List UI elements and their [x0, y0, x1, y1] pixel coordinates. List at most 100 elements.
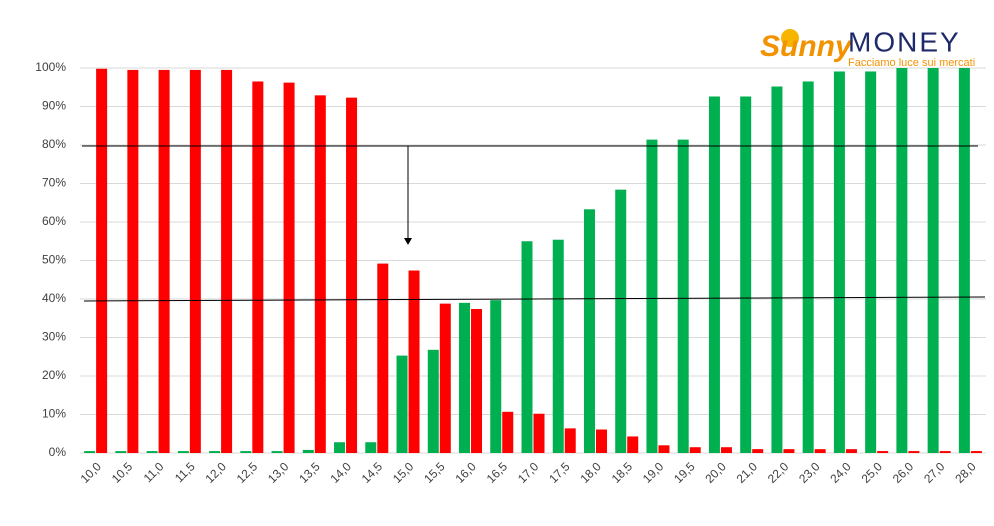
- y-tick-label: 50%: [42, 253, 66, 267]
- bar: [177, 451, 189, 453]
- logo-tagline: Facciamo luce sui mercati: [848, 57, 975, 69]
- bar: [427, 349, 439, 453]
- x-tick-label: 17,5: [546, 459, 573, 486]
- bar: [283, 82, 295, 453]
- bar: [708, 96, 720, 454]
- x-tick-label: 11,5: [172, 459, 198, 485]
- bar: [896, 68, 908, 453]
- bar: [459, 302, 471, 453]
- x-tick-label: 13,0: [265, 459, 292, 486]
- bar: [689, 447, 701, 453]
- x-tick-label: 12,5: [234, 459, 261, 486]
- bar: [970, 451, 982, 453]
- bar: [646, 139, 658, 454]
- y-tick-label: 100%: [35, 60, 66, 74]
- x-tick-label: 15,5: [421, 459, 448, 486]
- logo-name: MONEY: [848, 26, 961, 57]
- logo: Sunny MONEY Facciamo luce sui mercati: [760, 26, 975, 69]
- y-tick-label: 90%: [42, 99, 66, 113]
- bar: [221, 69, 233, 454]
- bar: [627, 436, 639, 453]
- bar: [583, 209, 595, 453]
- y-tick-label: 60%: [42, 214, 66, 228]
- bar: [783, 449, 795, 453]
- x-tick-label: 20,0: [702, 459, 729, 486]
- x-tick-label: 21,0: [734, 459, 761, 486]
- bar: [346, 97, 358, 454]
- bar: [521, 241, 533, 453]
- bar: [314, 95, 326, 454]
- bar: [740, 96, 752, 454]
- x-tick-label: 13,5: [296, 459, 323, 486]
- bar: [302, 449, 314, 453]
- x-tick-label: 11,0: [141, 459, 167, 485]
- bar: [752, 449, 764, 453]
- bar: [502, 411, 514, 453]
- bar: [127, 69, 139, 454]
- x-tick-label: 10,0: [78, 459, 105, 486]
- x-tick-label: 18,0: [577, 459, 604, 486]
- bar: [720, 447, 732, 453]
- bar: [802, 81, 814, 453]
- y-tick-label: 40%: [42, 291, 66, 305]
- y-tick-label: 20%: [42, 368, 66, 382]
- arrow-head: [404, 238, 412, 245]
- bar: [365, 442, 377, 453]
- bar: [209, 451, 221, 453]
- bar: [240, 451, 252, 453]
- logo-sun: [781, 29, 799, 47]
- x-tick-label: 24,0: [827, 459, 854, 486]
- x-tick-label: 14,0: [327, 459, 354, 486]
- bar: [158, 69, 170, 454]
- bar: [189, 69, 201, 454]
- x-tick-label: 12,0: [203, 459, 230, 486]
- x-tick-label: 15,0: [390, 459, 417, 486]
- bar: [271, 451, 283, 453]
- bar: [396, 355, 408, 453]
- x-tick-label: 18,5: [609, 459, 636, 486]
- bar: [833, 71, 845, 453]
- bar: [877, 451, 889, 453]
- x-tick-label: 16,5: [484, 459, 511, 486]
- x-tick-label: 26,0: [890, 459, 917, 486]
- bar: [96, 68, 108, 454]
- bar: [658, 445, 670, 453]
- bar: [252, 81, 264, 453]
- bar: [490, 300, 502, 453]
- bar: [115, 451, 127, 453]
- x-tick-label: 17,0: [515, 459, 542, 486]
- bar: [471, 309, 483, 453]
- x-tick-label: 16,0: [452, 459, 479, 486]
- bar: [908, 451, 920, 453]
- y-tick-label: 0%: [49, 445, 67, 459]
- x-tick-label: 10,5: [109, 459, 136, 486]
- y-tick-label: 10%: [42, 407, 66, 421]
- x-tick-label: 23,0: [796, 459, 823, 486]
- bar: [146, 451, 158, 453]
- x-tick-label: 28,0: [952, 459, 979, 486]
- bar: [927, 68, 939, 453]
- bar: [615, 189, 627, 453]
- bar: [377, 263, 389, 453]
- bar: [533, 413, 545, 453]
- x-tick-label: 19,5: [671, 459, 698, 486]
- bar: [939, 451, 951, 453]
- bar: [439, 303, 451, 453]
- logo-brand: Sunny: [760, 30, 853, 63]
- bar: [84, 451, 96, 453]
- bar: [677, 139, 689, 454]
- bar: [408, 270, 420, 453]
- y-tick-label: 30%: [42, 330, 66, 344]
- x-tick-label: 27,0: [921, 459, 948, 486]
- bar: [865, 71, 877, 453]
- y-tick-label: 80%: [42, 137, 66, 151]
- bar: [334, 442, 346, 453]
- bar: [958, 68, 970, 453]
- bar: [552, 239, 564, 453]
- x-tick-label: 19,0: [640, 459, 667, 486]
- bar: [814, 449, 826, 453]
- y-tick-label: 70%: [42, 176, 66, 190]
- bar: [564, 428, 576, 453]
- bar: [595, 429, 607, 453]
- bar: [845, 449, 857, 453]
